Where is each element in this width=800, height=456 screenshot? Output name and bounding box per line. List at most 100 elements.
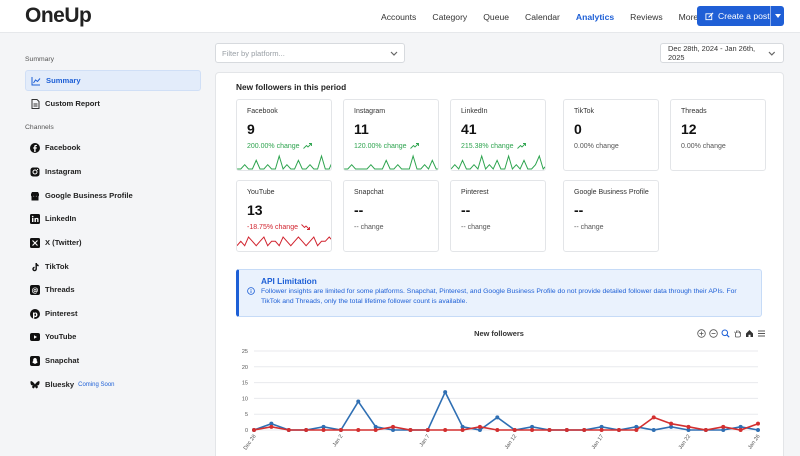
date-range-picker[interactable]: Dec 28th, 2024 - Jan 26th, 2025	[660, 43, 784, 63]
y-tick-label: 0	[245, 428, 248, 434]
menu-icon[interactable]	[756, 328, 766, 338]
data-point	[356, 399, 361, 404]
create-post-label: Create a post	[718, 11, 770, 21]
stat-card-snapchat: Snapchat -- -- change	[343, 180, 439, 252]
panel-title: New followers in this period	[236, 82, 347, 92]
data-point	[338, 428, 343, 432]
home-icon[interactable]	[744, 328, 754, 338]
instagram-icon	[30, 167, 40, 177]
data-point	[547, 428, 552, 432]
data-point	[495, 415, 500, 420]
sidebar: Summary Summary Custom Report Channels F…	[0, 34, 212, 456]
sidebar-item-summary[interactable]: Summary	[25, 70, 201, 91]
sidebar-item-threads[interactable]: @ Threads	[25, 279, 201, 300]
data-point	[634, 428, 639, 432]
series-line-0	[253, 390, 759, 431]
y-tick-label: 25	[242, 349, 248, 355]
sidebar-item-google-business[interactable]: Google Business Profile	[25, 185, 201, 206]
nav-accounts[interactable]: Accounts	[381, 11, 417, 22]
chart-title: New followers	[474, 329, 524, 338]
stat-card-youtube: YouTube 13 -18.75% change	[236, 180, 332, 252]
pan-hand-icon[interactable]	[732, 328, 742, 338]
data-point	[477, 424, 482, 429]
magnifier-icon[interactable]	[720, 328, 730, 338]
data-point	[252, 428, 256, 432]
svg-text:@: @	[32, 286, 39, 294]
data-point	[651, 428, 656, 432]
nav-queue[interactable]: Queue	[483, 11, 510, 22]
stat-card-change-text: 215.38% change	[461, 142, 514, 150]
trend-down-icon	[301, 224, 310, 231]
data-point	[582, 428, 587, 432]
edit-icon	[705, 12, 714, 20]
stat-card-pinterest: Pinterest -- -- change	[450, 180, 546, 252]
x-icon	[30, 237, 40, 248]
data-point	[599, 424, 604, 429]
x-tick-label: Jan 2	[332, 434, 345, 448]
sidebar-item-bluesky[interactable]: Bluesky Coming Soon	[25, 374, 201, 395]
alert-body: Follower insights are limited for some p…	[261, 288, 737, 305]
data-point	[477, 428, 482, 432]
nav-reviews[interactable]: Reviews	[630, 11, 663, 22]
sidebar-item-instagram[interactable]: Instagram	[25, 161, 201, 182]
sidebar-item-facebook[interactable]: Facebook	[25, 137, 201, 158]
sidebar-item-label: TikTok	[45, 262, 69, 271]
x-tick-label: Jan 12	[504, 434, 518, 451]
analytics-panel: New followers in this period Facebook 9 20…	[215, 72, 784, 456]
x-tick-label: Jan 26	[747, 434, 761, 451]
sidebar-item-linkedin[interactable]: LinkedIn	[25, 208, 201, 229]
sidebar-item-x-twitter[interactable]: X (Twitter)	[25, 232, 201, 253]
chart-toolbar	[696, 328, 766, 338]
sidebar-item-label: X (Twitter)	[45, 238, 82, 247]
sidebar-item-snapchat[interactable]: Snapchat	[25, 350, 201, 371]
nav-calendar[interactable]: Calendar	[525, 11, 560, 22]
api-limitation-alert: API Limitation Follower insights are lim…	[236, 269, 762, 317]
stat-card-change: -18.75% change	[247, 224, 331, 231]
zoom-out-icon[interactable]	[708, 328, 718, 338]
zoom-in-icon[interactable]	[696, 328, 706, 338]
alert-title: API Limitation	[261, 276, 317, 286]
nav-category[interactable]: Category	[432, 11, 468, 22]
sparkline	[237, 236, 331, 247]
stat-card-value: 12	[681, 120, 697, 137]
google-business-icon	[30, 191, 40, 201]
stat-card-change-text: -18.75% change	[247, 223, 298, 231]
sidebar-item-tiktok[interactable]: TikTok	[25, 256, 201, 277]
oneup-logo[interactable]: OneUp	[25, 4, 92, 27]
stat-card-name: LinkedIn	[461, 108, 488, 115]
nav-analytics[interactable]: Analytics	[575, 11, 615, 22]
stat-card-linkedin: LinkedIn 41 215.38% change	[450, 99, 546, 171]
create-post-dropdown[interactable]	[770, 6, 784, 26]
sidebar-item-label: LinkedIn	[45, 214, 77, 223]
caret-down-icon	[774, 14, 781, 18]
sidebar-item-youtube[interactable]: YouTube	[25, 326, 201, 347]
sidebar-item-pinterest[interactable]: p Pinterest	[25, 303, 201, 324]
stat-card-value: 0	[574, 120, 582, 137]
chevron-down-icon	[390, 51, 398, 56]
stat-card-change: 215.38% change	[461, 143, 545, 150]
sidebar-item-label: Google Business Profile	[45, 191, 133, 200]
coming-soon-badge: Coming Soon	[78, 381, 115, 388]
stat-card-facebook: Facebook 9 200.00% change	[236, 99, 332, 171]
stat-card-value: 11	[354, 120, 369, 137]
create-post-button[interactable]: Create a post	[697, 6, 784, 26]
data-point	[304, 428, 309, 432]
facebook-icon	[30, 142, 40, 153]
stat-card-change: -- change	[461, 224, 545, 231]
x-tick-label: Dec 28	[243, 434, 258, 452]
data-point	[321, 428, 326, 432]
platform-filter-placeholder: Filter by platform...	[222, 48, 285, 58]
data-point	[738, 428, 743, 432]
data-point	[756, 428, 760, 432]
linkedin-icon	[30, 213, 40, 224]
sidebar-item-label: Instagram	[45, 167, 82, 176]
data-point	[721, 424, 726, 429]
data-point	[425, 428, 430, 432]
nav-more-label: More	[678, 11, 699, 22]
sidebar-item-custom-report[interactable]: Custom Report	[25, 93, 201, 114]
platform-filter-select[interactable]: Filter by platform...	[215, 43, 405, 63]
stat-card-value: 9	[247, 120, 255, 137]
data-point	[530, 428, 535, 432]
sidebar-item-label: Bluesky	[45, 380, 75, 389]
data-point	[286, 428, 291, 432]
